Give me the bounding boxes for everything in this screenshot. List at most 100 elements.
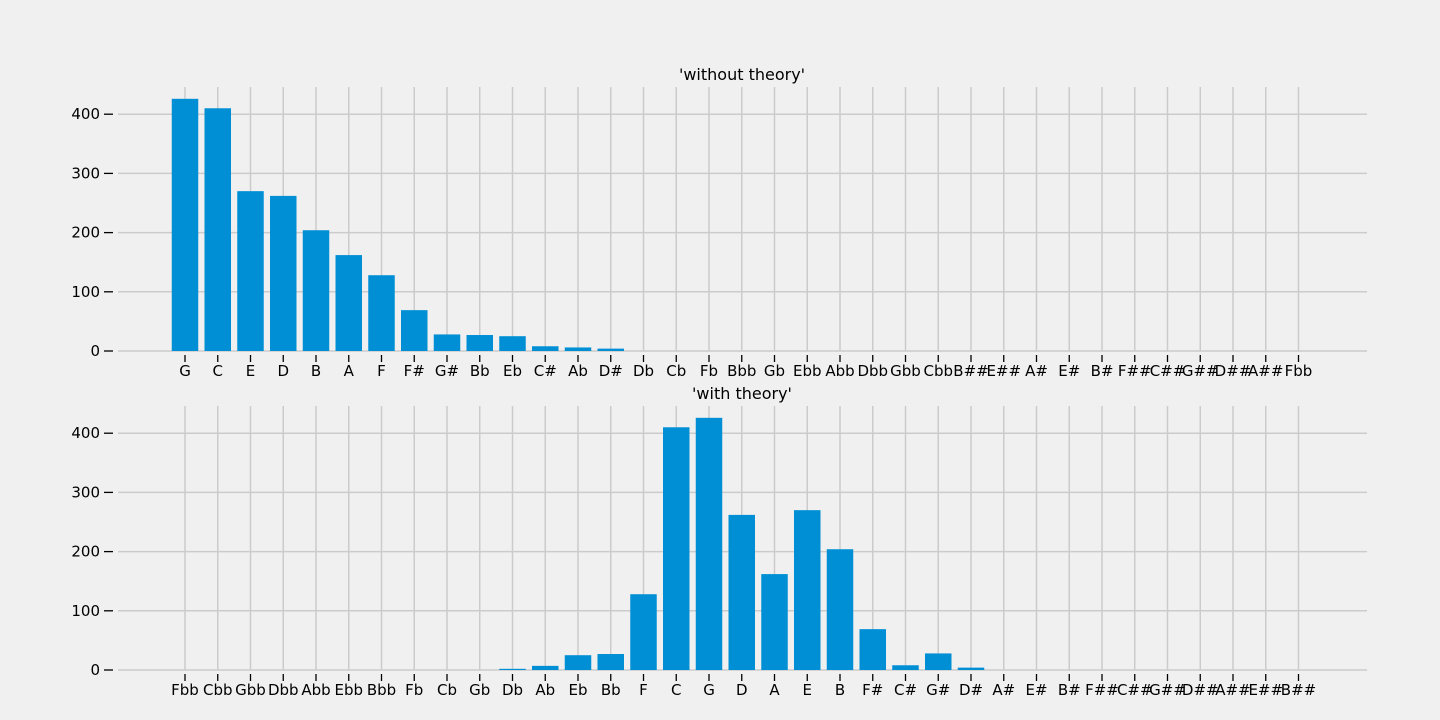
x-tick-label: F	[377, 362, 386, 380]
bar-A	[761, 574, 788, 670]
bar-C#	[532, 346, 559, 351]
x-tick-label: G	[703, 681, 715, 699]
x-tick-label: G	[179, 362, 191, 380]
y-tick-label: 300	[71, 483, 100, 501]
bar-B	[826, 549, 854, 670]
x-tick-label: A	[769, 681, 780, 699]
bar-A	[335, 255, 362, 351]
bar-F	[630, 594, 657, 670]
x-tick-label: G#	[926, 681, 950, 699]
x-tick-label: A##	[1248, 362, 1283, 380]
x-tick-label: Fb	[700, 362, 718, 380]
x-tick-label: Bbb	[727, 362, 756, 380]
x-tick-label: Cb	[437, 681, 457, 699]
bar-Ab	[564, 347, 592, 351]
x-tick-label: Fbb	[1285, 362, 1313, 380]
x-tick-label: Bb	[601, 681, 621, 699]
x-tick-label: A	[344, 362, 355, 380]
bar-F#	[859, 629, 886, 670]
x-tick-label: B	[311, 362, 321, 380]
x-tick-label: A#	[1025, 362, 1048, 380]
x-tick-label: F#	[862, 681, 883, 699]
x-tick-label: G#	[435, 362, 459, 380]
x-tick-label: Ebb	[334, 681, 363, 699]
x-tick-label: C#	[534, 362, 557, 380]
x-tick-label: Gbb	[890, 362, 921, 380]
x-tick-label: Bbb	[367, 681, 396, 699]
x-tick-label: A##	[1215, 681, 1250, 699]
bar-E	[794, 510, 821, 670]
x-tick-label: Cbb	[923, 362, 953, 380]
x-tick-label: Ab	[535, 681, 555, 699]
x-tick-label: Cb	[666, 362, 686, 380]
y-tick-label: 0	[90, 661, 100, 679]
bar-Bb	[597, 654, 624, 670]
x-tick-label: B	[835, 681, 845, 699]
bar-D	[270, 195, 297, 351]
bar-B	[302, 230, 330, 351]
bar-C	[663, 427, 690, 670]
x-tick-label: Eb	[569, 681, 588, 699]
x-tick-label: D	[277, 362, 289, 380]
x-tick-label: Fb	[405, 681, 423, 699]
x-tick-label: E	[246, 362, 255, 380]
chart-panel-2: 0 100 200 300 400 Fbb Cbb Gbb Dbb Abb Ebb Bbb Fb Cb Gb…	[71, 384, 1367, 699]
x-tick-label: B##	[1281, 681, 1316, 699]
x-tick-label: C	[213, 362, 223, 380]
x-tick-label: F##	[1118, 362, 1152, 380]
x-tick-label: G##	[1149, 681, 1186, 699]
x-tick-label: E#	[1058, 362, 1080, 380]
x-tick-label: Bb	[470, 362, 490, 380]
x-tick-label: D#	[599, 362, 623, 380]
x-tick-label: Db	[502, 681, 523, 699]
y-tick-label: 0	[90, 342, 100, 360]
x-tick-label: B#	[1058, 681, 1081, 699]
x-tick-label: Dbb	[857, 362, 888, 380]
x-tick-label: B#	[1091, 362, 1114, 380]
y-tick-label: 400	[71, 105, 100, 123]
bar-Bb	[466, 335, 493, 351]
x-tick-label: Eb	[503, 362, 522, 380]
x-tick-label: C#	[894, 681, 917, 699]
x-tick-label: E#	[1025, 681, 1047, 699]
chart-title: 'without theory'	[679, 65, 805, 84]
x-tick-label: D##	[1182, 681, 1219, 699]
bar-C#	[892, 665, 919, 670]
x-tick-label: F	[639, 681, 648, 699]
x-tick-label: Gbb	[235, 681, 266, 699]
bar-D	[728, 514, 755, 670]
x-tick-label: Gb	[469, 681, 490, 699]
x-tick-label: Ebb	[793, 362, 822, 380]
x-tick-label: Abb	[301, 681, 330, 699]
bar-Ab	[532, 665, 559, 670]
x-tick-label: C##	[1150, 362, 1186, 380]
bar-G	[695, 417, 723, 670]
x-tick-label: Db	[633, 362, 654, 380]
x-tick-label: E##	[986, 362, 1021, 380]
x-tick-label: C	[671, 681, 681, 699]
y-tick-label: 200	[71, 224, 100, 242]
x-tick-label: E##	[1248, 681, 1283, 699]
x-tick-label: D##	[1215, 362, 1252, 380]
bar-Eb	[499, 336, 526, 351]
x-tick-label: D#	[959, 681, 983, 699]
chart-panel-1: 0 100 200 300 400 G C E D B A F F# G# Bb Eb C# Ab D# Db Cb Fb…	[71, 65, 1367, 380]
x-tick-label: D	[736, 681, 748, 699]
bar-Eb	[564, 655, 592, 670]
x-tick-label: Abb	[825, 362, 854, 380]
y-tick-label: 100	[71, 283, 100, 301]
x-tick-label: G##	[1182, 362, 1219, 380]
x-tick-label: B##	[953, 362, 988, 380]
y-tick-label: 200	[71, 543, 100, 561]
bar-G#	[925, 653, 952, 670]
bar-Db	[499, 668, 526, 670]
chart-title: 'with theory'	[692, 384, 792, 403]
y-tick-label: 400	[71, 424, 100, 442]
bar-C	[204, 108, 231, 351]
x-tick-label: Ab	[568, 362, 588, 380]
x-tick-label: E	[803, 681, 812, 699]
bar-G	[171, 98, 199, 351]
y-tick-label: 300	[71, 164, 100, 182]
bar-F	[368, 275, 395, 351]
